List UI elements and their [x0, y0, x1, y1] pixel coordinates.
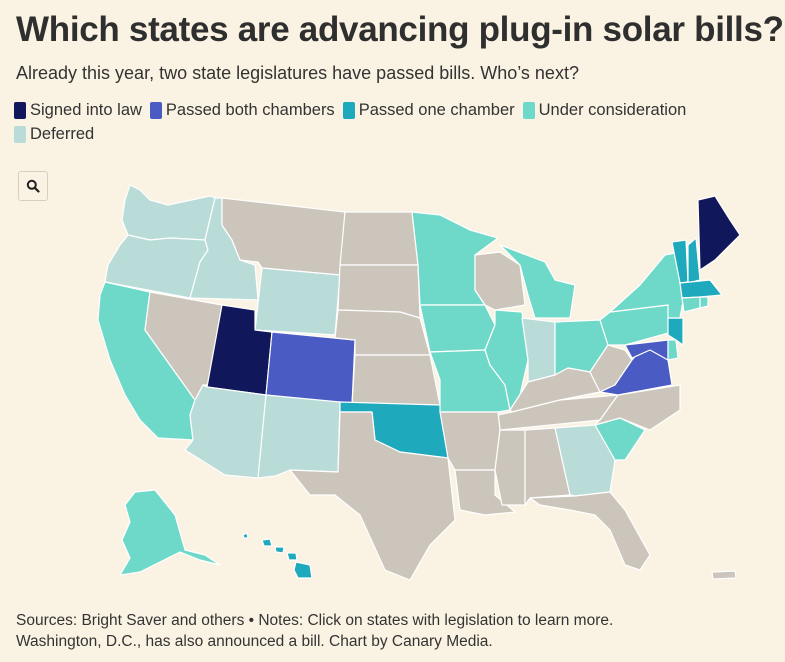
legend-label-passed-both: Passed both chambers: [165, 101, 335, 119]
legend-label-under-consideration: Under consideration: [538, 101, 687, 119]
state-wyoming[interactable]: [254, 267, 341, 336]
legend-item-passed-both[interactable]: Passed both chambers: [149, 101, 335, 120]
state-new-hampshire[interactable]: [687, 237, 701, 284]
state-texas[interactable]: [289, 411, 456, 581]
state-maryland[interactable]: [624, 339, 669, 361]
state-michigan[interactable]: [499, 244, 576, 319]
legend: Signed into law Passed both chambers Pas…: [14, 101, 774, 144]
footer-line-credit: Washington, D.C., has also announced a b…: [16, 633, 493, 650]
state-massachusetts[interactable]: [679, 279, 723, 299]
state-rhode-island[interactable]: [699, 296, 709, 309]
legend-swatch-under-consideration: [522, 102, 535, 119]
us-state-map: [97, 184, 741, 581]
state-delaware[interactable]: [667, 339, 679, 361]
state-kansas[interactable]: [351, 354, 441, 406]
state-florida[interactable]: [529, 491, 651, 571]
legend-item-signed[interactable]: Signed into law: [14, 101, 142, 120]
legend-swatch-signed: [14, 102, 26, 119]
state-north-dakota[interactable]: [339, 211, 419, 266]
chart-title: Which states are advancing plug-in solar…: [16, 10, 784, 49]
state-iowa[interactable]: [419, 304, 496, 353]
legend-label-passed-one: Passed one chamber: [358, 101, 515, 119]
state-connecticut[interactable]: [681, 296, 701, 313]
footer-line-sources: Sources: Bright Saver and others • Notes…: [16, 612, 614, 629]
territory-puerto-rico[interactable]: [711, 570, 737, 580]
state-mississippi[interactable]: [494, 429, 526, 506]
footer: Sources: Bright Saver and others • Notes…: [16, 610, 776, 652]
legend-swatch-passed-one: [342, 102, 355, 119]
legend-label-deferred: Deferred: [30, 125, 95, 143]
state-hawaii[interactable]: [242, 532, 313, 579]
legend-swatch-deferred: [14, 126, 26, 143]
zoom-button[interactable]: [18, 171, 48, 201]
state-new-mexico[interactable]: [257, 394, 341, 479]
state-arkansas[interactable]: [439, 411, 501, 471]
legend-item-under-consideration[interactable]: Under consideration: [522, 101, 687, 120]
state-alaska[interactable]: [119, 489, 221, 576]
legend-label-signed: Signed into law: [30, 101, 142, 119]
state-wisconsin[interactable]: [474, 251, 526, 311]
chart-subtitle: Already this year, two state legislature…: [16, 63, 579, 83]
legend-item-deferred[interactable]: Deferred: [14, 125, 94, 144]
state-indiana[interactable]: [521, 317, 556, 383]
legend-swatch-passed-both: [149, 102, 162, 119]
state-washington[interactable]: [121, 184, 216, 241]
search-icon: [26, 179, 40, 193]
state-maine[interactable]: [697, 195, 741, 271]
state-colorado[interactable]: [265, 331, 356, 406]
state-arizona[interactable]: [184, 384, 267, 479]
legend-item-passed-one[interactable]: Passed one chamber: [342, 101, 515, 120]
